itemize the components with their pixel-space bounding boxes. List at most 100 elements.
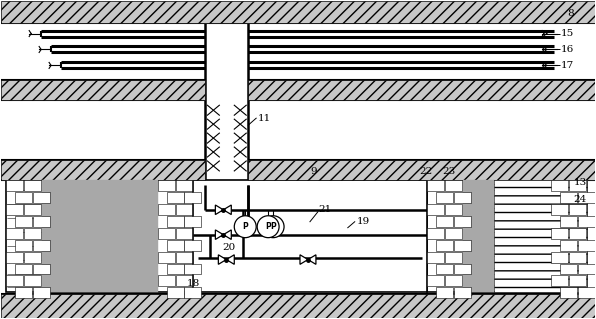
Text: 11: 11 xyxy=(258,114,271,123)
Polygon shape xyxy=(215,230,224,240)
Bar xyxy=(578,240,595,251)
Text: 18: 18 xyxy=(187,279,200,288)
Bar xyxy=(24,204,41,215)
Bar xyxy=(569,252,586,263)
Bar xyxy=(445,228,462,239)
Polygon shape xyxy=(226,255,234,264)
Polygon shape xyxy=(215,205,224,215)
Text: 9: 9 xyxy=(310,167,316,176)
Bar xyxy=(15,263,32,274)
Bar xyxy=(1,160,206,180)
Bar xyxy=(176,228,193,239)
Bar xyxy=(248,160,595,180)
Circle shape xyxy=(257,216,279,238)
Bar xyxy=(7,228,23,239)
Bar xyxy=(494,180,586,293)
Bar xyxy=(454,240,471,251)
Bar xyxy=(436,240,454,251)
Text: 24: 24 xyxy=(574,195,587,204)
Bar xyxy=(7,252,23,263)
Bar xyxy=(176,180,193,191)
Bar xyxy=(166,192,184,203)
Bar xyxy=(24,252,41,263)
Bar xyxy=(551,204,568,215)
Polygon shape xyxy=(224,205,231,215)
Bar xyxy=(24,180,41,191)
Bar xyxy=(157,252,175,263)
Bar xyxy=(7,180,23,191)
Text: P: P xyxy=(270,222,276,231)
Bar xyxy=(445,252,462,263)
Bar xyxy=(185,240,201,251)
Bar xyxy=(560,263,577,274)
Bar xyxy=(7,204,23,215)
Bar xyxy=(15,216,32,227)
Bar xyxy=(569,204,586,215)
Bar xyxy=(569,276,586,286)
Bar xyxy=(185,216,201,227)
Bar xyxy=(157,228,175,239)
Bar xyxy=(560,287,577,298)
Bar xyxy=(560,192,577,203)
Text: P: P xyxy=(265,222,271,231)
Bar xyxy=(33,287,50,298)
Bar xyxy=(157,180,175,191)
Bar xyxy=(1,80,206,100)
Polygon shape xyxy=(224,230,231,240)
Bar xyxy=(185,263,201,274)
Bar xyxy=(427,204,445,215)
Bar xyxy=(436,192,454,203)
Bar xyxy=(551,228,568,239)
Bar xyxy=(436,216,454,227)
Bar xyxy=(15,192,32,203)
Bar xyxy=(166,263,184,274)
Text: 8: 8 xyxy=(567,9,573,18)
Text: P: P xyxy=(243,222,248,231)
Bar xyxy=(578,192,595,203)
Bar xyxy=(194,180,427,293)
Bar xyxy=(551,252,568,263)
Bar xyxy=(463,180,494,293)
Text: 23: 23 xyxy=(442,167,455,176)
Text: 19: 19 xyxy=(357,217,370,226)
Bar xyxy=(427,180,586,293)
Text: 17: 17 xyxy=(561,61,574,70)
Bar xyxy=(436,263,454,274)
Bar xyxy=(248,80,595,100)
Bar xyxy=(569,228,586,239)
Bar xyxy=(15,240,32,251)
Bar xyxy=(15,287,32,298)
Bar xyxy=(176,276,193,286)
Bar xyxy=(176,204,193,215)
Bar xyxy=(1,294,595,318)
Bar xyxy=(166,240,184,251)
Bar xyxy=(445,276,462,286)
Bar xyxy=(551,276,568,286)
Bar xyxy=(454,263,471,274)
Bar xyxy=(157,204,175,215)
Bar xyxy=(427,228,445,239)
Bar xyxy=(33,192,50,203)
Circle shape xyxy=(234,216,256,238)
Bar xyxy=(42,180,157,293)
Bar xyxy=(560,240,577,251)
Circle shape xyxy=(262,216,284,238)
Bar xyxy=(33,240,50,251)
Text: 15: 15 xyxy=(561,29,574,38)
Bar xyxy=(454,287,471,298)
Bar xyxy=(24,276,41,286)
Text: 16: 16 xyxy=(561,45,574,54)
Text: 21: 21 xyxy=(318,205,331,214)
Bar xyxy=(33,263,50,274)
Bar xyxy=(454,192,471,203)
Bar xyxy=(436,287,454,298)
Bar xyxy=(7,276,23,286)
Bar xyxy=(33,216,50,227)
Polygon shape xyxy=(218,255,226,264)
Bar xyxy=(551,180,568,191)
Bar xyxy=(185,192,201,203)
Bar xyxy=(157,276,175,286)
Bar xyxy=(166,216,184,227)
Bar xyxy=(454,216,471,227)
Bar xyxy=(578,263,595,274)
